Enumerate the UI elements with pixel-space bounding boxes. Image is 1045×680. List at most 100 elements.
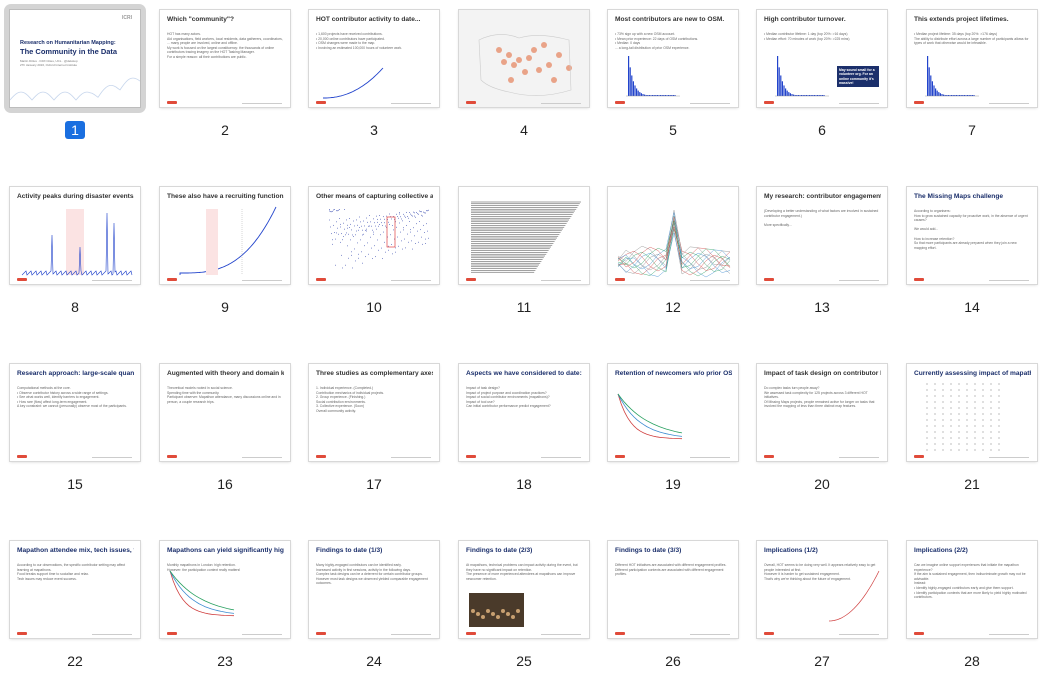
thumb-bar	[629, 67, 631, 96]
thumb-cell	[399, 222, 400, 224]
slide-preview[interactable]: High contributor turnover. • Median contr…	[757, 10, 887, 107]
slide-preview[interactable]: Retention of newcomers w/o prior OSM exp…	[608, 364, 738, 461]
slide-preview[interactable]: Augmented with theory and domain knowled…	[160, 364, 290, 461]
thumb-dot	[934, 407, 936, 409]
thumb-cell	[333, 224, 334, 226]
thumb-dot	[998, 395, 1000, 397]
slide-preview[interactable]: Implications (1/2) Overall, HOT seems to …	[757, 541, 887, 638]
slide-preview[interactable]: Research approach: large-scale quantitat…	[10, 364, 140, 461]
footer-logo	[764, 455, 774, 458]
slide-body: According to our observations, the speci…	[17, 563, 126, 581]
slide-preview[interactable]: Aspects we have considered to date: Impac…	[459, 364, 589, 461]
thumb-cell	[356, 219, 357, 221]
slide-graphic	[925, 56, 979, 97]
slide-thumbnail-11[interactable]: 11	[459, 187, 589, 317]
slide-preview[interactable]	[459, 187, 589, 284]
thumb-dot	[926, 437, 928, 439]
slide-thumbnail-3[interactable]: HOT contributor activity to date... • 1,6…	[309, 10, 439, 140]
thumb-dot	[990, 407, 992, 409]
thumb-cell	[397, 236, 398, 238]
slide-preview[interactable]: HOT contributor activity to date... • 1,6…	[309, 10, 439, 107]
thumb-cell	[330, 211, 331, 213]
slide-thumbnail-14[interactable]: The Missing Maps challenge According to o…	[907, 187, 1037, 317]
slide-preview[interactable]: Mapathons can yield significantly higher…	[160, 541, 290, 638]
thumb-cell	[392, 253, 393, 255]
slide-thumbnail-18[interactable]: Aspects we have considered to date: Impac…	[459, 364, 589, 494]
thumb-cell	[343, 236, 344, 238]
slide-preview[interactable]: These also have a recruiting function.	[160, 187, 290, 284]
footer-text	[391, 456, 431, 458]
thumb-photo-person	[471, 609, 475, 613]
slide-number: 27	[757, 653, 887, 669]
slide-thumbnail-15[interactable]: Research approach: large-scale quantitat…	[10, 364, 140, 494]
thumb-photo	[469, 593, 524, 627]
thumb-dot	[998, 413, 1000, 415]
thumb-bar	[632, 81, 634, 96]
slide-preview[interactable]: Implications (2/2) Can we imagine online …	[907, 541, 1037, 638]
slide-title: Other means of capturing collective acti…	[316, 193, 433, 200]
slide-preview[interactable]: Mapathon attendee mix, tech issues, food…	[10, 541, 140, 638]
slide-thumbnail-4[interactable]: 4	[459, 10, 589, 140]
slide-body: Theoretical models rooted in social scie…	[167, 386, 281, 404]
thumb-cell	[410, 229, 411, 231]
footer-logo	[167, 278, 177, 281]
slide-preview[interactable]: Currently assessing impact of mapathon s…	[907, 364, 1037, 461]
slide-thumbnail-10[interactable]: Other means of capturing collective acti…	[309, 187, 439, 317]
slide-preview[interactable]: Which "community"? HOT has many actors. A…	[160, 10, 290, 107]
thumb-cell	[403, 213, 404, 215]
thumb-dot	[966, 407, 968, 409]
slide-preview[interactable]: The Missing Maps challenge According to o…	[907, 187, 1037, 284]
slide-thumbnail-28[interactable]: Implications (2/2) Can we imagine online …	[907, 541, 1037, 671]
slide-preview[interactable]: Findings to date (3/3) Different HOT init…	[608, 541, 738, 638]
slide-thumbnail-25[interactable]: Findings to date (2/3) At mapathons, tech…	[459, 541, 589, 671]
thumb-cell	[381, 222, 382, 224]
slide-thumbnail-27[interactable]: Implications (1/2) Overall, HOT seems to …	[757, 541, 887, 671]
slide-preview[interactable]	[608, 187, 738, 284]
thumb-cell	[422, 243, 423, 245]
slide-preview[interactable]: My research: contributor engagement (Deve…	[757, 187, 887, 284]
thumb-cell	[399, 213, 400, 215]
slide-preview[interactable]: Three studies as complementary axes of o…	[309, 364, 439, 461]
slide-thumbnail-5[interactable]: Most contributors are new to OSM. • 73% s…	[608, 10, 738, 140]
slide-thumbnail-7[interactable]: This extends project lifetimes. • Median …	[907, 10, 1037, 140]
thumb-cell	[425, 212, 426, 214]
slide-thumbnail-20[interactable]: Impact of task design on contributor lab…	[757, 364, 887, 494]
slide-thumbnail-19[interactable]: Retention of newcomers w/o prior OSM exp…	[608, 364, 738, 494]
slide-thumbnail-23[interactable]: Mapathons can yield significantly higher…	[160, 541, 290, 671]
slide-preview[interactable]: Other means of capturing collective acti…	[309, 187, 439, 284]
slide-preview[interactable]	[459, 10, 589, 107]
slide-number: 7	[907, 122, 1037, 138]
slide-title: Mapathons can yield significantly higher…	[167, 547, 284, 554]
slide-preview[interactable]: Activity peaks during disaster events.	[10, 187, 140, 284]
thumb-cell	[400, 231, 401, 233]
slide-thumbnail-6[interactable]: High contributor turnover. • Median contr…	[757, 10, 887, 140]
slide-thumbnail-12[interactable]: 12	[608, 187, 738, 317]
slide-preview[interactable]: This extends project lifetimes. • Median …	[907, 10, 1037, 107]
slide-thumbnail-1[interactable]: ICRI Research on Humanitarian Mapping: The…	[4, 4, 146, 140]
footer-logo	[466, 632, 476, 635]
thumb-cell	[385, 251, 386, 253]
slide-preview[interactable]: Impact of task design on contributor lab…	[757, 364, 887, 461]
slide-preview[interactable]: Findings to date (2/3) At mapathons, tech…	[459, 541, 589, 638]
slide-preview[interactable]: Findings to date (1/3) Many highly-engage…	[309, 541, 439, 638]
thumb-bar	[647, 95, 649, 96]
slide-thumbnail-8[interactable]: Activity peaks during disaster events. 8	[10, 187, 140, 317]
slide-thumbnail-17[interactable]: Three studies as complementary axes of o…	[309, 364, 439, 494]
slide-preview[interactable]: ICRI Research on Humanitarian Mapping: The…	[10, 10, 140, 107]
slide-thumbnail-2[interactable]: Which "community"? HOT has many actors. A…	[160, 10, 290, 140]
thumb-dot	[998, 449, 1000, 451]
slide-graphic	[323, 67, 384, 99]
slide-thumbnail-21[interactable]: Currently assessing impact of mapathon s…	[907, 364, 1037, 494]
thumb-bar	[955, 95, 957, 96]
slide-thumbnail-22[interactable]: Mapathon attendee mix, tech issues, food…	[10, 541, 140, 671]
thumb-curve	[617, 393, 683, 440]
slide-thumbnail-16[interactable]: Augmented with theory and domain knowled…	[160, 364, 290, 494]
thumb-cell	[341, 233, 342, 235]
slide-preview[interactable]: Most contributors are new to OSM. • 73% s…	[608, 10, 738, 107]
thumb-bar	[810, 95, 812, 96]
slide-thumbnail-24[interactable]: Findings to date (1/3) Many highly-engage…	[309, 541, 439, 671]
slide-thumbnail-13[interactable]: My research: contributor engagement (Deve…	[757, 187, 887, 317]
slide-thumbnail-9[interactable]: These also have a recruiting function. 9	[160, 187, 290, 317]
thumb-bar	[634, 85, 636, 96]
slide-thumbnail-26[interactable]: Findings to date (3/3) Different HOT init…	[608, 541, 738, 671]
